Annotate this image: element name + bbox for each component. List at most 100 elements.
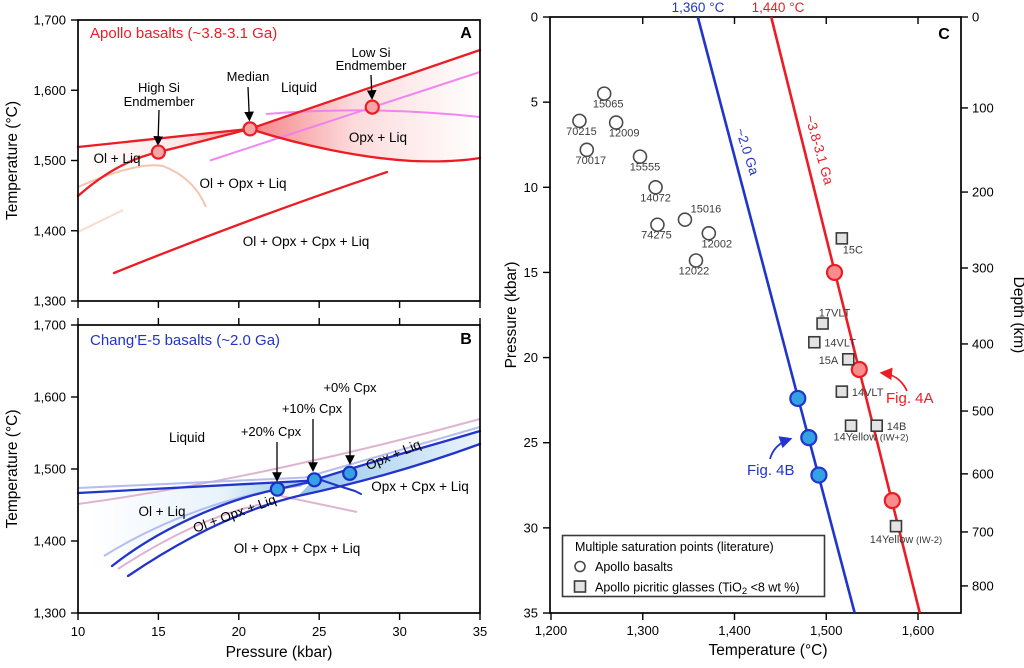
region-ol-liq: Ol + Liq	[139, 504, 186, 519]
endmember-curve-faint	[77, 418, 481, 505]
y-tick-label: 1,500	[33, 153, 66, 168]
pressure-tick-label: 30	[524, 520, 538, 535]
endmember-curve-faint	[77, 164, 207, 208]
depth-tick-label: 100	[972, 100, 994, 115]
sample-label: 12022	[679, 266, 710, 278]
panel-c-ticks: 1,200 1,300 1,400 1,500 1,600 0 5 10 15 20 25 30 35 0…	[524, 10, 994, 639]
x-tick-label: 1,600	[902, 623, 935, 638]
sample-label: 12002	[702, 238, 733, 250]
panel-a-y-axis-label: Temperature (°C)	[4, 101, 21, 220]
cpx10-label: +10% Cpx	[282, 401, 343, 416]
melting-line-marker	[800, 429, 818, 447]
y-tick-label: 1,500	[33, 462, 66, 477]
panel-b-x-axis-label: Pressure (kbar)	[226, 644, 333, 661]
panel-b: 1,700 1,600 1,500 1,400 1,300 10 15 20 25 30 35 Ch…	[4, 318, 487, 662]
apollo-basalt-point	[650, 217, 665, 233]
x-tick-label: 1,500	[810, 623, 843, 638]
legend-circle-symbol	[574, 560, 586, 573]
panel-c-frame	[549, 16, 962, 614]
legend-square-symbol	[573, 580, 587, 593]
saturation-point-cpx10	[306, 472, 322, 488]
fig-4b-arrow	[769, 436, 793, 460]
region-liquid: Liquid	[169, 430, 205, 445]
olivine-out-line	[248, 127, 482, 163]
pressure-tick-label: 35	[524, 606, 538, 621]
low-si-label-line1: Low Si	[351, 45, 390, 60]
high-si-label-line2: Endmember	[124, 94, 195, 109]
picritic-glass-point	[808, 335, 821, 349]
sample-label: 14VLT	[824, 338, 856, 350]
picritic-glass-point	[835, 232, 849, 245]
phase-shading-band	[298, 431, 480, 496]
panel-c-points: 15065 70215 12009 70017 15555 14072 15016 74275…	[566, 86, 942, 546]
high-si-arrow	[153, 109, 164, 146]
endmember-curve-faint	[117, 503, 261, 570]
panel-c-right-axis-label: Depth (km)	[1010, 277, 1024, 354]
y-tick-label: 1,700	[33, 13, 66, 28]
sample-label: 14B	[887, 421, 907, 433]
y-tick-label: 1,400	[33, 534, 66, 549]
apollo-basalt-point	[596, 86, 612, 101]
panel-b-ticks: 1,700 1,600 1,500 1,400 1,300 10 15 20 25 30 35	[33, 318, 487, 640]
liquidus-line	[248, 48, 482, 131]
panel-c-x-axis-label: Temperature (°C)	[708, 642, 827, 659]
panel-a: 1,700 1,600 1,500 1,400 1,300 Apollo basalts…	[4, 13, 482, 309]
sample-label: 15C	[843, 244, 863, 256]
legend: Multiple saturation points (literature) …	[561, 534, 826, 598]
panel-c: 1,200 1,300 1,400 1,500 1,600 0 5 10 15 20 25 30 35 0…	[503, 0, 1024, 659]
pigeonite-line	[209, 71, 481, 162]
endmember-curve-faint	[280, 495, 358, 513]
region-liquid: Liquid	[281, 80, 317, 95]
legend-item-glasses: Apollo picritic glasses (TiO2 <8 wt %)	[595, 581, 800, 598]
panel-b-y-axis-label: Temperature (°C)	[4, 409, 21, 528]
pressure-tick-label: 20	[524, 350, 538, 365]
endmember-curve-faint	[77, 209, 124, 233]
x-tick-label: 1,300	[626, 623, 659, 638]
legend-item-glasses-post: <8 wt %)	[747, 581, 799, 595]
depth-tick-label: 800	[972, 578, 994, 593]
panel-c-melting-lines	[696, 16, 922, 614]
sample-label: 17VLT	[819, 308, 851, 320]
depth-tick-label: 300	[972, 261, 994, 276]
picritic-glass-point	[870, 419, 884, 432]
sample-label: 70215	[566, 126, 597, 138]
x-tick-label: 10	[71, 624, 85, 639]
depth-tick-label: 700	[972, 524, 994, 539]
melting-line	[769, 16, 922, 614]
cpx0-label: +0% Cpx	[323, 380, 377, 395]
pressure-tick-label: 15	[524, 265, 538, 280]
depth-tick-label: 0	[972, 10, 979, 25]
picritic-glass-point	[889, 519, 903, 533]
legend-item-glasses-sub: 2	[742, 586, 747, 597]
cpx-in-line	[112, 170, 389, 275]
legend-box	[561, 534, 826, 598]
phase-shading-left	[78, 480, 313, 566]
y-tick-label: 1,300	[33, 294, 66, 309]
liquidus-line	[311, 429, 482, 482]
sample-label: 15555	[630, 162, 661, 174]
isotherm-label-1360: 1,360 °C	[672, 0, 725, 15]
region-ol-opx-liq: Ol + Opx + Liq	[199, 176, 286, 191]
median-arrow	[244, 86, 254, 122]
region-ol-liq: Ol + Liq	[94, 151, 141, 166]
sample-label: 14Yellow (IW+2)	[833, 432, 908, 444]
panel-b-letter: B	[460, 331, 472, 348]
melting-line-marker	[825, 263, 844, 282]
sample-label: 15A	[819, 355, 839, 367]
line-label-3-8-3-1-ga: ~3.8-3.1 Ga	[802, 113, 836, 187]
x-tick-label: 35	[473, 624, 487, 639]
y-tick-label: 1,300	[33, 606, 66, 621]
opx-in-line	[110, 479, 318, 568]
low-si-label-line2: Endmember	[336, 58, 407, 73]
isotherm-label-1440: 1,440 °C	[752, 0, 805, 15]
pressure-tick-label: 10	[524, 180, 538, 195]
low-si-arrow	[366, 74, 377, 100]
region-ol-opx-cpx-liq: Ol + Opx + Cpx + Liq	[243, 234, 369, 249]
depth-tick-label: 600	[972, 466, 994, 481]
saturation-point-low_si	[364, 99, 380, 115]
x-tick-label: 1,200	[535, 623, 568, 638]
fig-4a-ref: Fig. 4A	[886, 390, 934, 407]
sample-label: 15065	[593, 99, 624, 111]
apollo-basalt-point	[608, 115, 624, 130]
